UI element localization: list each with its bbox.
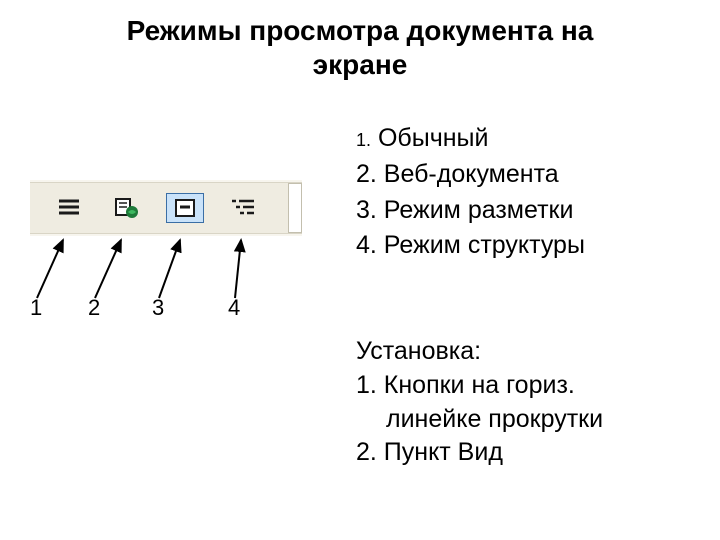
label-2: 2 [88,295,100,321]
mode-4: 4. Режим структуры [356,229,706,263]
mode-1-num: 1. [356,130,371,150]
arrows [25,236,305,306]
toolbar-edge [288,183,302,233]
print-layout-icon [173,198,197,218]
title-line2: экране [0,48,720,82]
arrows-svg [25,236,305,304]
normal-view-icon [57,198,81,218]
outline-view-button[interactable] [224,193,262,223]
install-1b: линейке прокрутки [386,403,706,437]
view-toolbar [30,182,302,234]
web-view-icon [114,197,140,219]
web-view-button[interactable] [108,193,146,223]
modes-list: 1. Обычный 2. Веб-документа 3. Режим раз… [356,122,706,265]
label-3: 3 [152,295,164,321]
label-4: 4 [228,295,240,321]
page-title: Режимы просмотра документа на экране [0,0,720,81]
mode-3: 3. Режим разметки [356,194,706,228]
install-block: Установка: 1. Кнопки на гориз. линейке п… [356,335,706,470]
title-line1: Режимы просмотра документа на [0,14,720,48]
toolbar-bg [30,182,302,234]
install-1: 1. Кнопки на гориз. [356,369,706,403]
install-head: Установка: [356,335,706,369]
mode-1-text: Обычный [371,124,488,152]
normal-view-button[interactable] [50,193,88,223]
install-2: 2. Пункт Вид [356,436,706,470]
label-1: 1 [30,295,42,321]
mode-2: 2. Веб-документа [356,158,706,192]
print-layout-button[interactable] [166,193,204,223]
outline-view-icon [230,198,256,218]
mode-1: 1. Обычный [356,122,706,156]
